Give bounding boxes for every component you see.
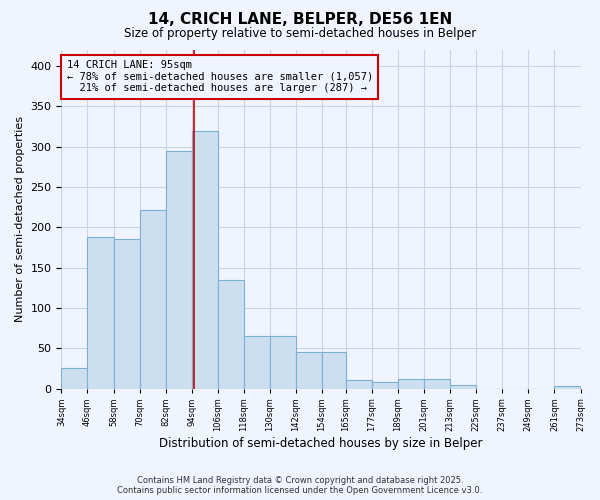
Bar xyxy=(140,210,166,388)
Text: 14, CRICH LANE, BELPER, DE56 1EN: 14, CRICH LANE, BELPER, DE56 1EN xyxy=(148,12,452,28)
Text: Contains HM Land Registry data © Crown copyright and database right 2025.
Contai: Contains HM Land Registry data © Crown c… xyxy=(118,476,482,495)
X-axis label: Distribution of semi-detached houses by size in Belper: Distribution of semi-detached houses by … xyxy=(159,437,483,450)
Bar xyxy=(424,379,450,388)
Bar xyxy=(61,368,88,388)
Y-axis label: Number of semi-detached properties: Number of semi-detached properties xyxy=(15,116,25,322)
Bar xyxy=(88,237,113,388)
Bar xyxy=(322,352,346,388)
Bar xyxy=(270,336,296,388)
Bar xyxy=(113,240,140,388)
Bar xyxy=(372,382,398,388)
Bar xyxy=(218,280,244,388)
Bar xyxy=(296,352,322,388)
Bar xyxy=(166,151,192,388)
Bar xyxy=(244,336,270,388)
Bar xyxy=(398,379,424,388)
Text: 14 CRICH LANE: 95sqm
← 78% of semi-detached houses are smaller (1,057)
  21% of : 14 CRICH LANE: 95sqm ← 78% of semi-detac… xyxy=(67,60,373,94)
Bar xyxy=(554,386,580,388)
Bar xyxy=(192,130,218,388)
Bar xyxy=(581,387,600,388)
Text: Size of property relative to semi-detached houses in Belper: Size of property relative to semi-detach… xyxy=(124,28,476,40)
Bar xyxy=(450,384,476,388)
Bar xyxy=(346,380,372,388)
